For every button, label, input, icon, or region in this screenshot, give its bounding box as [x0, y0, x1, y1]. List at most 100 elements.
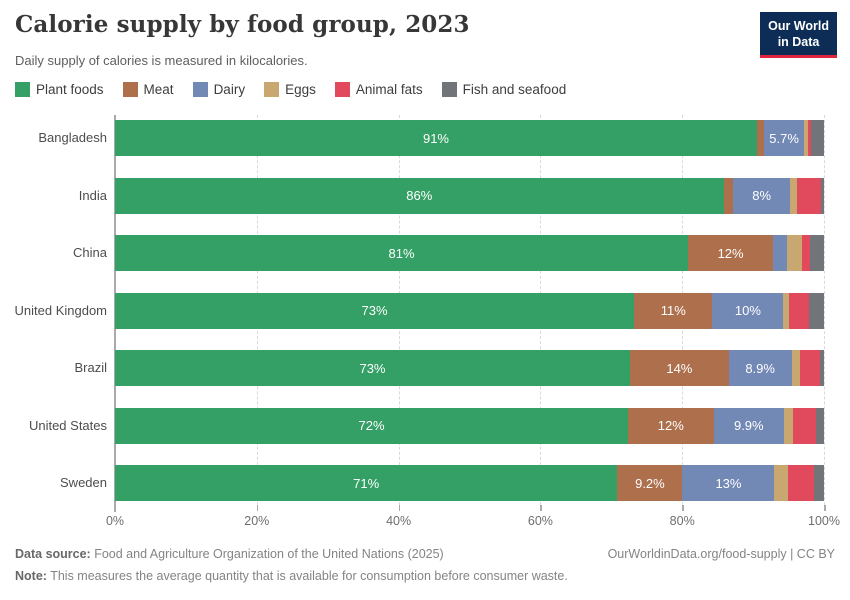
legend-swatch-icon	[122, 82, 138, 97]
bar-segment-plant-foods: 72%	[115, 407, 629, 444]
bar-segment-plant-foods: 86%	[115, 177, 724, 214]
legend-swatch-icon	[15, 82, 30, 97]
bar-segment-fish-and-seafood	[810, 120, 824, 156]
bar-segment-fish-and-seafood	[816, 407, 824, 444]
bar-segment-animal-fats	[787, 465, 815, 501]
bar-segment-eggs	[784, 407, 794, 444]
owid-logo-line1: Our World	[768, 19, 829, 33]
bar-segment-animal-fats	[793, 407, 817, 444]
bar-segment-plant-foods: 81%	[115, 235, 689, 271]
bar-segment-label: 72%	[358, 418, 385, 433]
legend-label: Meat	[143, 82, 174, 97]
legend-item-plant-foods: Plant foods	[15, 82, 104, 97]
bar-segment-label: 71%	[353, 475, 380, 491]
tick-label: 40%	[386, 514, 412, 528]
chart-title: Calorie supply by food group, 2023	[15, 11, 470, 38]
bar-segment-plant-foods: 73%	[115, 350, 630, 386]
bar-row: 73% 14% 8.9%	[115, 350, 824, 386]
bar-segment-meat	[723, 177, 734, 214]
bar-segment-fish-and-seafood	[814, 465, 824, 501]
bar-segment-eggs	[791, 350, 800, 386]
bar-segment-eggs	[783, 292, 790, 329]
bar-segment-dairy: 8.9%	[728, 350, 792, 386]
bar-row: 72% 12% 9.9%	[115, 407, 824, 444]
bar-segment-meat	[756, 120, 765, 156]
bar-segment-label: 91%	[422, 130, 449, 146]
gridline	[824, 115, 825, 505]
bar-segment-dairy: 13%	[682, 465, 775, 501]
bar-segment-animal-fats	[789, 292, 810, 329]
bar-segment-eggs	[774, 465, 788, 501]
bar-segment-label: 9.2%	[635, 475, 665, 491]
legend-swatch-icon	[441, 82, 457, 97]
country-label: India	[78, 187, 107, 203]
note-line: Note: This measures the average quantity…	[15, 569, 568, 583]
country-label: Bangladesh	[38, 130, 107, 145]
legend-swatch-icon	[264, 82, 280, 97]
chart-subtitle: Daily supply of calories is measured in …	[15, 53, 308, 68]
bar-segment-fish-and-seafood	[809, 292, 824, 329]
country-label: United Kingdom	[14, 302, 108, 318]
bar-segment-animal-fats	[797, 177, 822, 214]
bar-segment-meat: 14%	[629, 350, 729, 386]
legend-label: Eggs	[285, 82, 316, 97]
tick-mark	[824, 505, 826, 511]
legend-item-meat: Meat	[122, 82, 174, 97]
bar-row: 91% 5.7%	[115, 120, 824, 156]
owid-logo: Our World in Data	[760, 12, 837, 58]
bar-segment-dairy: 5.7%	[764, 120, 805, 156]
country-label: United States	[28, 417, 107, 433]
bar-segment-meat: 11%	[634, 292, 713, 329]
legend: Plant foods Meat Dairy Eggs Animal fats Fish …	[15, 82, 566, 97]
tick-label: 80%	[669, 514, 695, 528]
legend-item-fish-and-seafood: Fish and seafood	[441, 82, 567, 97]
bar-segment-label: 9.9%	[733, 418, 764, 433]
legend-label: Fish and seafood	[462, 82, 567, 97]
owid-logo-line2: in Data	[777, 35, 820, 50]
bar-segment-label: 8%	[752, 188, 772, 203]
bar-segment-fish-and-seafood	[820, 350, 824, 386]
bar-segment-label: 11%	[660, 303, 686, 318]
bar-segment-meat: 12%	[628, 407, 714, 444]
bar-segment-label: 5.7%	[769, 130, 799, 146]
bar-segment-plant-foods: 91%	[115, 120, 757, 156]
bar-segment-eggs	[804, 120, 809, 156]
bar-segment-label: 12%	[717, 245, 744, 261]
datasource-text: Food and Agriculture Organization of the…	[90, 547, 444, 561]
bar-row: 71% 9.2% 13%	[115, 465, 824, 501]
legend-swatch-icon	[192, 82, 208, 97]
bar-segment-label: 73%	[359, 360, 386, 376]
bar-segment-meat: 9.2%	[617, 465, 683, 501]
note-label: Note:	[15, 569, 47, 583]
legend-label: Animal fats	[355, 82, 423, 97]
bar-segment-label: 86%	[406, 188, 433, 203]
bar-segment-fish-and-seafood	[821, 177, 824, 214]
bar-segment-eggs	[787, 235, 803, 271]
bar-segment-label: 14%	[666, 360, 693, 376]
legend-item-animal-fats: Animal fats	[334, 82, 423, 97]
country-label: China	[73, 245, 107, 260]
bar-row: 73% 11% 10%	[115, 292, 824, 329]
country-label: Brazil	[74, 360, 107, 375]
bar-segment-label: 8.9%	[745, 360, 775, 376]
tick-label: 0%	[105, 514, 125, 528]
bar-row: 86% 8%	[115, 177, 824, 214]
footer-right-text: OurWorldinData.org/food-supply | CC BY	[607, 547, 835, 561]
bar-segment-label: 10%	[734, 303, 761, 318]
bar-segment-label: 12%	[657, 418, 684, 433]
tick-label: 100%	[808, 514, 840, 528]
datasource-label: Data source:	[15, 547, 91, 561]
note-text: This measures the average quantity that …	[46, 569, 568, 583]
bar-segment-meat: 12%	[688, 235, 774, 271]
country-label: Sweden	[60, 475, 107, 490]
tick-label: 60%	[527, 514, 553, 528]
bar-row: 81% 12%	[115, 235, 824, 271]
bar-segment-dairy	[773, 235, 788, 271]
axis-line	[114, 115, 116, 512]
legend-label: Plant foods	[36, 82, 104, 97]
bar-segment-fish-and-seafood	[809, 235, 824, 271]
legend-item-eggs: Eggs	[264, 82, 316, 97]
bar-segment-plant-foods: 71%	[115, 465, 618, 501]
tick-label: 20%	[244, 514, 270, 528]
